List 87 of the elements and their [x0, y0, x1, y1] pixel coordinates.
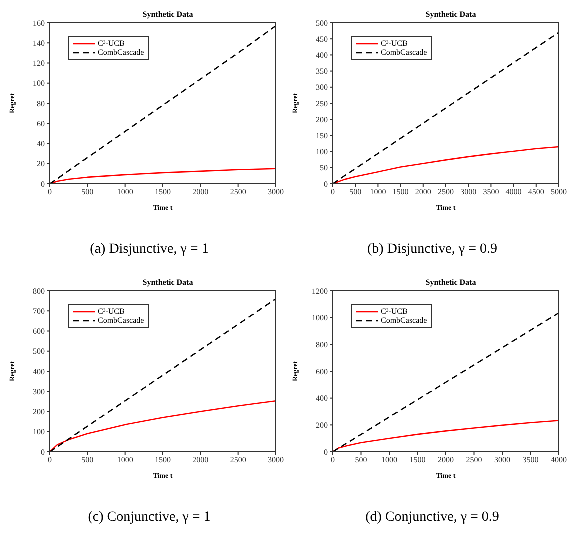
x-tick-label: 4000: [506, 188, 522, 197]
y-tick-label: 1200: [312, 286, 328, 296]
y-tick-label: 200: [316, 421, 328, 430]
x-tick-label: 1500: [155, 456, 171, 465]
y-tick-label: 100: [316, 148, 328, 157]
x-tick-label: 2000: [192, 456, 209, 465]
legend-label: CombCascade: [381, 316, 428, 325]
x-tick-label: 1000: [117, 456, 134, 465]
legend-label: C³-UCB: [98, 307, 125, 316]
legend-label: CombCascade: [98, 316, 144, 325]
x-tick-label: 3000: [494, 456, 510, 465]
y-tick-label: 800: [33, 286, 45, 296]
text: (d) Conjunctive, γ = 0.9: [364, 510, 500, 526]
text: (a) Disjunctive, γ = 1: [89, 242, 210, 258]
y-tick-label: 200: [33, 408, 45, 417]
chart-title: Synthetic Data: [142, 10, 194, 19]
y-tick-label: 0: [41, 180, 45, 189]
y-tick-label: 500: [316, 18, 328, 28]
x-tick-label: 2500: [466, 456, 482, 465]
y-tick-label: 0: [324, 448, 328, 457]
y-tick-label: 800: [316, 340, 328, 350]
y-tick-label: 1000: [312, 314, 328, 323]
x-tick-label: 1000: [370, 188, 386, 197]
x-tick-label: 500: [82, 188, 94, 197]
y-tick-label: 120: [33, 59, 45, 68]
y-tick-label: 100: [33, 79, 45, 88]
y-tick-label: 600: [316, 367, 328, 376]
y-tick-label: 0: [324, 180, 328, 189]
x-tick-label: 1500: [155, 188, 171, 197]
x-tick-label: 3000: [268, 188, 284, 197]
x-tick-label: 4000: [551, 456, 567, 465]
legend-label: C³-UCB: [381, 307, 408, 316]
x-tick-label: 0: [48, 456, 52, 465]
y-tick-label: 400: [316, 394, 328, 404]
y-tick-label: 450: [316, 34, 328, 44]
x-tick-label: 2000: [192, 188, 209, 197]
y-tick-label: 600: [33, 327, 45, 336]
y-tick-label: 300: [316, 83, 328, 92]
x-tick-label: 5000: [551, 188, 567, 197]
x-tick-label: 1500: [392, 188, 409, 197]
x-tick-label: 2500: [438, 188, 454, 197]
y-tick-label: 20: [37, 160, 45, 169]
y-tick-label: 350: [316, 67, 328, 76]
x-tick-label: 3500: [483, 188, 500, 197]
y-tick-label: 140: [33, 38, 45, 48]
y-tick-label: 400: [316, 51, 328, 60]
x-tick-label: 3000: [268, 456, 284, 465]
y-tick-label: 300: [33, 387, 45, 396]
y-tick-label: 500: [33, 347, 45, 356]
x-tick-label: 1000: [117, 188, 134, 197]
chart-title: Synthetic Data: [426, 278, 476, 287]
x-tick-label: 0: [48, 188, 52, 197]
line-series: [50, 25, 276, 184]
x-tick-label: 1500: [410, 456, 426, 465]
y-tick-label: 200: [316, 115, 328, 124]
chart-title: Synthetic Data: [142, 278, 194, 287]
y-tick-label: 50: [320, 164, 328, 173]
legend-label: CombCascade: [98, 48, 144, 57]
legend-label: C³-UCB: [381, 39, 408, 48]
x-tick-label: 3000: [460, 188, 477, 197]
x-tick-label: 2500: [230, 456, 246, 465]
y-tick-label: 0: [41, 448, 45, 457]
x-tick-label: 4500: [528, 188, 544, 197]
y-tick-label: 40: [37, 140, 45, 149]
y-tick-label: 250: [316, 99, 328, 108]
x-tick-label: 500: [350, 188, 362, 197]
x-tick-label: 2000: [438, 456, 454, 465]
x-tick-label: 2000: [415, 188, 432, 197]
legend-label: CombCascade: [381, 48, 428, 57]
text: (c) Conjunctive, γ = 1: [87, 510, 212, 526]
y-tick-label: 400: [33, 367, 45, 376]
y-tick-label: 700: [33, 306, 45, 316]
y-tick-label: 150: [316, 132, 328, 141]
y-tick-label: 160: [33, 18, 45, 28]
x-tick-label: 500: [355, 456, 368, 465]
x-tick-label: 3500: [522, 456, 539, 465]
chart-title: Synthetic Data: [426, 10, 476, 19]
y-tick-label: 80: [37, 99, 45, 108]
x-tick-label: 0: [331, 456, 335, 465]
x-tick-label: 2500: [230, 188, 246, 197]
legend-label: C³-UCB: [98, 39, 125, 48]
x-tick-label: 1000: [382, 456, 398, 465]
text: (b) Disjunctive, γ = 0.9: [366, 242, 498, 258]
y-tick-label: 100: [33, 428, 45, 437]
y-tick-label: 60: [37, 119, 45, 128]
x-tick-label: 0: [331, 188, 335, 197]
x-tick-label: 500: [82, 456, 94, 465]
